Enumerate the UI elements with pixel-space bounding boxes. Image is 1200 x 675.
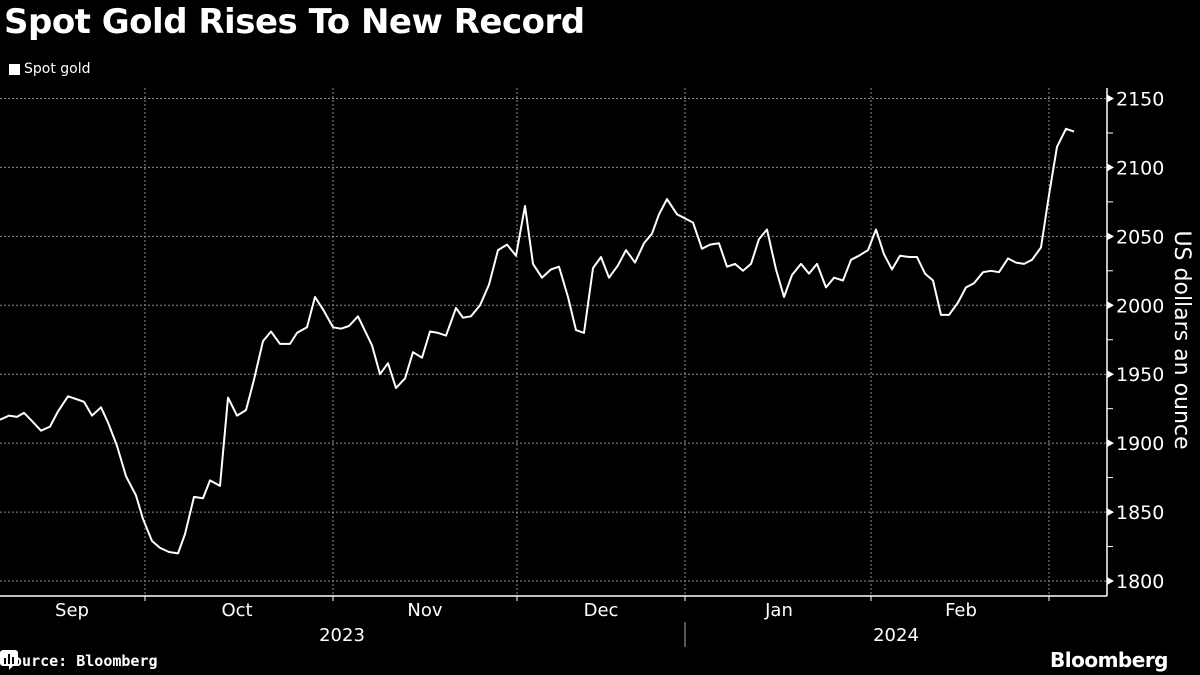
legend-label: Spot gold: [24, 61, 91, 77]
y-tick-label: 2000: [1116, 295, 1164, 317]
y-tick-label: 1850: [1116, 502, 1164, 524]
bloomberg-logo: Bloomberg: [1050, 648, 1168, 672]
x-month-label: Nov: [407, 600, 442, 621]
y-axis-tick-labels: 1800 1850 1900 1950 2000 2050 2100 2150: [1116, 89, 1164, 594]
x-month-label: Feb: [945, 600, 977, 621]
bloomberg-chat-icon: [0, 650, 18, 670]
y-tick-label: 1950: [1116, 364, 1164, 386]
legend-swatch-icon: [9, 63, 20, 75]
chart-title: Spot Gold Rises To New Record: [4, 2, 585, 42]
y-tick-label: 2150: [1116, 89, 1164, 111]
x-month-label: Dec: [584, 600, 619, 621]
y-axis-label: US dollars an ounce: [1169, 230, 1194, 449]
axes: [0, 88, 1114, 647]
gridlines: [0, 88, 1107, 596]
x-year-label: 2024: [873, 625, 919, 646]
x-month-label: Jan: [764, 600, 793, 621]
y-tick-label: 2100: [1116, 157, 1164, 179]
x-month-label: Oct: [221, 600, 252, 621]
y-tick-label: 1800: [1116, 571, 1164, 593]
y-tick-label: 2050: [1116, 226, 1164, 248]
y-tick-label: 1900: [1116, 433, 1164, 455]
x-axis-labels: Sep Oct Nov Dec Jan Feb 2023 2024: [55, 600, 977, 646]
x-year-label: 2023: [319, 625, 365, 646]
x-month-label: Sep: [55, 600, 89, 621]
spot-gold-line: [0, 127, 1075, 555]
legend: Spot gold: [9, 61, 91, 77]
source-note: Source: Bloomberg: [4, 652, 158, 670]
